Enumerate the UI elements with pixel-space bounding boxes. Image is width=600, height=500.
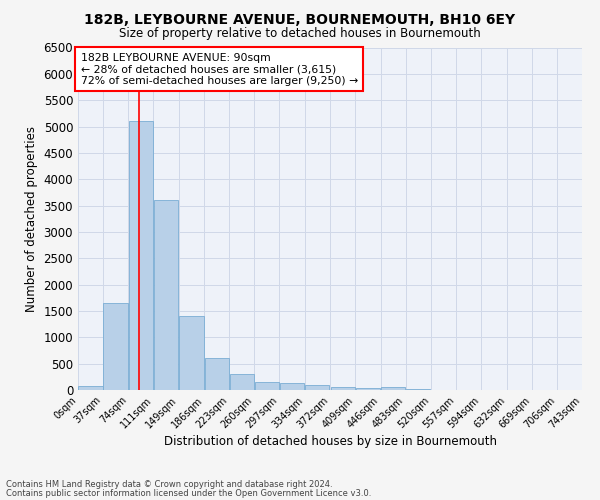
Y-axis label: Number of detached properties: Number of detached properties (25, 126, 38, 312)
Bar (205, 358, 229, 390)
Bar (154, 200, 178, 390)
Text: 182B, LEYBOURNE AVENUE, BOURNEMOUTH, BH10 6EY: 182B, LEYBOURNE AVENUE, BOURNEMOUTH, BH1… (85, 12, 515, 26)
Text: Size of property relative to detached houses in Bournemouth: Size of property relative to detached ho… (119, 28, 481, 40)
Bar (305, 384, 329, 390)
Bar (280, 383, 304, 390)
Text: Contains HM Land Registry data © Crown copyright and database right 2024.: Contains HM Land Registry data © Crown c… (6, 480, 332, 489)
Bar (179, 316, 204, 390)
Bar (381, 387, 405, 390)
Bar (230, 374, 254, 390)
Bar (331, 387, 355, 390)
X-axis label: Distribution of detached houses by size in Bournemouth: Distribution of detached houses by size … (163, 436, 497, 448)
Bar (356, 388, 380, 390)
Bar (79, 386, 103, 390)
Bar (255, 382, 279, 390)
Bar (128, 122, 153, 390)
Bar (103, 303, 128, 390)
Text: 182B LEYBOURNE AVENUE: 90sqm
← 28% of detached houses are smaller (3,615)
72% of: 182B LEYBOURNE AVENUE: 90sqm ← 28% of de… (80, 52, 358, 86)
Text: Contains public sector information licensed under the Open Government Licence v3: Contains public sector information licen… (6, 488, 371, 498)
